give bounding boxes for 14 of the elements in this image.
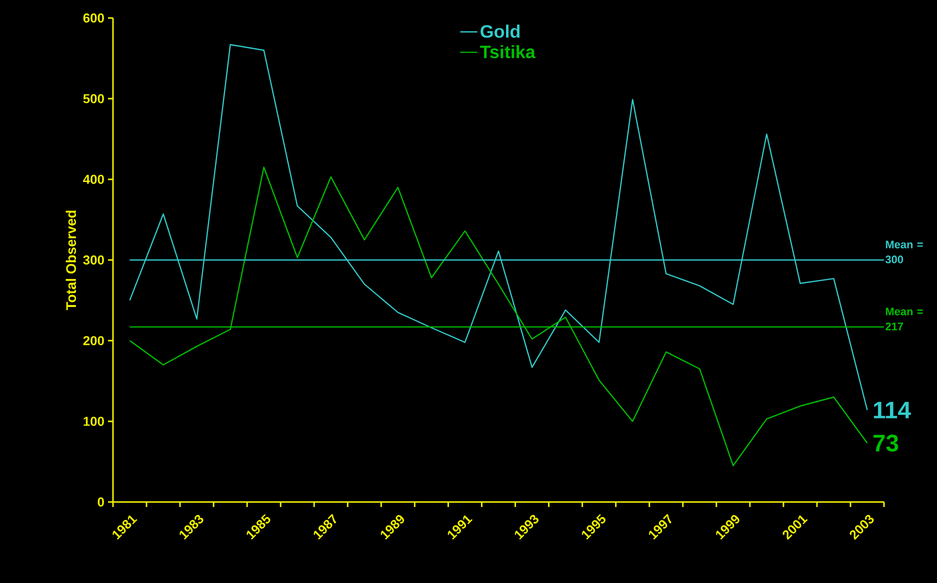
data-label: 114	[874, 402, 911, 418]
y-tick-label: 400	[83, 174, 104, 184]
ref-line-label: Mean = 217	[886, 308, 923, 330]
ref-line-label: Mean = 300	[885, 240, 923, 264]
data-label: 73	[873, 434, 898, 452]
legend-label: Tsitika	[480, 45, 536, 58]
y-axis-title: Total Observed	[66, 210, 76, 310]
y-tick-label: 100	[84, 416, 104, 426]
y-tick-label: 0	[98, 497, 104, 507]
y-tick-label: 300	[83, 255, 104, 265]
y-tick-label: 200	[83, 336, 104, 346]
legend-label: Gold	[480, 24, 520, 38]
y-tick-label: 600	[83, 13, 104, 23]
y-tick-label: 500	[83, 94, 104, 104]
